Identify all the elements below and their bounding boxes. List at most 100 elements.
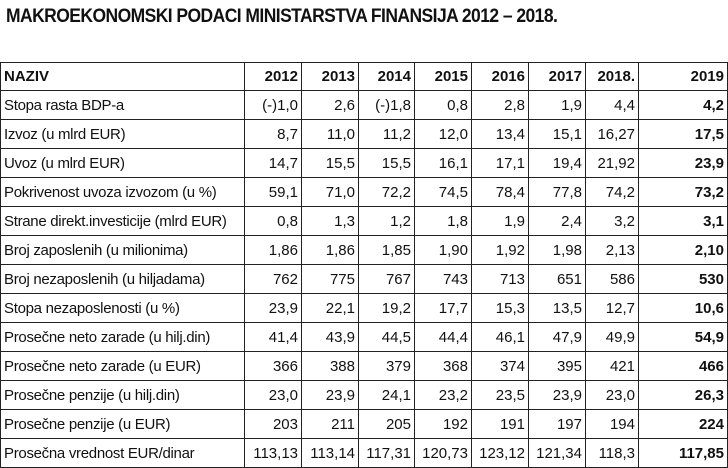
table-cell: 43,9 (301, 322, 359, 352)
table-cell: 4,4 (585, 90, 639, 120)
table-cell: 1,86 (244, 235, 302, 265)
table-cell: 71,0 (301, 177, 359, 207)
table-cell: 586 (585, 264, 639, 294)
table-cell: 74,2 (585, 177, 639, 207)
table-row: Prosečne neto zarade (u EUR) 366 388 379 368… (0, 351, 728, 381)
column-header-year: 2013 (301, 62, 359, 91)
table-cell: 368 (414, 351, 472, 381)
table-cell: 1,9 (471, 206, 529, 236)
table-cell: 41,4 (244, 322, 302, 352)
table-cell: 23,2 (414, 380, 472, 410)
table-cell: 224 (638, 409, 728, 439)
table-cell: 113,13 (244, 438, 302, 468)
table-row: Uvoz (u mlrd EUR) 14,7 15,5 15,5 16,1 17,1 19,… (0, 148, 728, 178)
table-cell: 1,9 (528, 90, 586, 120)
table-cell: 1,3 (301, 206, 359, 236)
table-cell: 10,6 (638, 293, 728, 323)
table-cell: 15,3 (471, 293, 529, 323)
table-cell: 2,6 (301, 90, 359, 120)
table-cell: 19,2 (358, 293, 415, 323)
table-cell: 22,1 (301, 293, 359, 323)
column-header-year: 2012 (244, 62, 302, 91)
table-cell: 1,8 (414, 206, 472, 236)
table-cell: 12,7 (585, 293, 639, 323)
table-cell: 123,12 (471, 438, 529, 468)
table-row: Prosečna vrednost EUR/dinar 113,13 113,14 1… (0, 438, 728, 468)
table-cell: 113,14 (301, 438, 359, 468)
table-row: Izvoz (u mlrd EUR) 8,7 11,0 11,2 12,0 13,4 15,… (0, 119, 728, 149)
column-header-year: 2017 (528, 62, 586, 91)
table-cell: 117,31 (358, 438, 415, 468)
table-cell: 203 (244, 409, 302, 439)
table-cell: 11,0 (301, 119, 359, 149)
column-header-year: 2018. (585, 62, 639, 91)
table-cell: 374 (471, 351, 529, 381)
table-cell: 46,1 (471, 322, 529, 352)
column-header-year: 2015 (414, 62, 472, 91)
row-label: Stopa nezaposlenosti (u %) (0, 293, 245, 323)
column-header-year: 2016 (471, 62, 529, 91)
table-cell: 13,5 (528, 293, 586, 323)
column-header-year: 2014 (358, 62, 415, 91)
column-header-naziv: NAZIV (0, 62, 245, 91)
table-cell: 1,2 (358, 206, 415, 236)
table-cell: 74,5 (414, 177, 472, 207)
table-row: Pokrivenost uvoza izvozom (u %) 59,1 71,0 7… (0, 177, 728, 207)
table-row: Broj zaposlenih (u milionima) 1,86 1,86 1,8… (0, 235, 728, 265)
table-cell: 26,3 (638, 380, 728, 410)
table-cell: 2,8 (471, 90, 529, 120)
row-label: Prosečne neto zarade (u hilj.din) (0, 322, 245, 352)
table-cell: 1,92 (471, 235, 529, 265)
table-cell: 24,1 (358, 380, 415, 410)
table-cell: 3,2 (585, 206, 639, 236)
table-cell: 1,86 (301, 235, 359, 265)
table-cell: 21,92 (585, 148, 639, 178)
table-cell: 379 (358, 351, 415, 381)
table-row: Broj nezaposlenih (u hiljadama) 762 775 767… (0, 264, 728, 294)
macro-data-table: NAZIV 2012 2013 2014 2015 2016 2017 2018… (0, 62, 728, 468)
table-cell: 49,9 (585, 322, 639, 352)
table-row: Prosečne penzije (u EUR) 203 211 205 192 191 1… (0, 409, 728, 439)
table-cell: 17,5 (638, 119, 728, 149)
table-cell: 23,5 (471, 380, 529, 410)
table-cell: 192 (414, 409, 472, 439)
table-cell: 120,73 (414, 438, 472, 468)
table-cell: 44,4 (414, 322, 472, 352)
row-label: Pokrivenost uvoza izvozom (u %) (0, 177, 245, 207)
table-body: Stopa rasta BDP-a (-)1,0 2,6 (-)1,8 0,8 2,8 1,… (0, 90, 728, 468)
table-header-row: NAZIV 2012 2013 2014 2015 2016 2017 2018… (0, 62, 728, 91)
table-cell: 205 (358, 409, 415, 439)
row-label: Stopa rasta BDP-a (0, 90, 245, 120)
table-cell: 211 (301, 409, 359, 439)
row-label: Prosečne neto zarade (u EUR) (0, 351, 245, 381)
table-cell: 23,0 (244, 380, 302, 410)
table-cell: 651 (528, 264, 586, 294)
table-cell: 121,34 (528, 438, 586, 468)
table-cell: 395 (528, 351, 586, 381)
table-cell: 44,5 (358, 322, 415, 352)
table-cell: 15,5 (358, 148, 415, 178)
table-cell: 2,13 (585, 235, 639, 265)
table-cell: 54,9 (638, 322, 728, 352)
table-cell: 117,85 (638, 438, 728, 468)
row-label: Uvoz (u mlrd EUR) (0, 148, 245, 178)
table-cell: 775 (301, 264, 359, 294)
table-cell: 23,9 (244, 293, 302, 323)
row-label: Broj zaposlenih (u milionima) (0, 235, 245, 265)
table-cell: 713 (471, 264, 529, 294)
table-cell: 72,2 (358, 177, 415, 207)
table-cell: 194 (585, 409, 639, 439)
table-cell: 59,1 (244, 177, 302, 207)
table-cell: 466 (638, 351, 728, 381)
row-label: Prosečne penzije (u hilj.din) (0, 380, 245, 410)
table-row: Stopa rasta BDP-a (-)1,0 2,6 (-)1,8 0,8 2,8 1,… (0, 90, 728, 120)
row-label: Strane direkt.investicije (mlrd EUR) (0, 206, 245, 236)
row-label: Prosečne penzije (u EUR) (0, 409, 245, 439)
table-cell: 16,27 (585, 119, 639, 149)
table-cell: 17,7 (414, 293, 472, 323)
table-cell: 743 (414, 264, 472, 294)
table-cell: 118,3 (585, 438, 639, 468)
table-cell: 8,7 (244, 119, 302, 149)
table-cell: 16,1 (414, 148, 472, 178)
table-cell: 23,9 (301, 380, 359, 410)
